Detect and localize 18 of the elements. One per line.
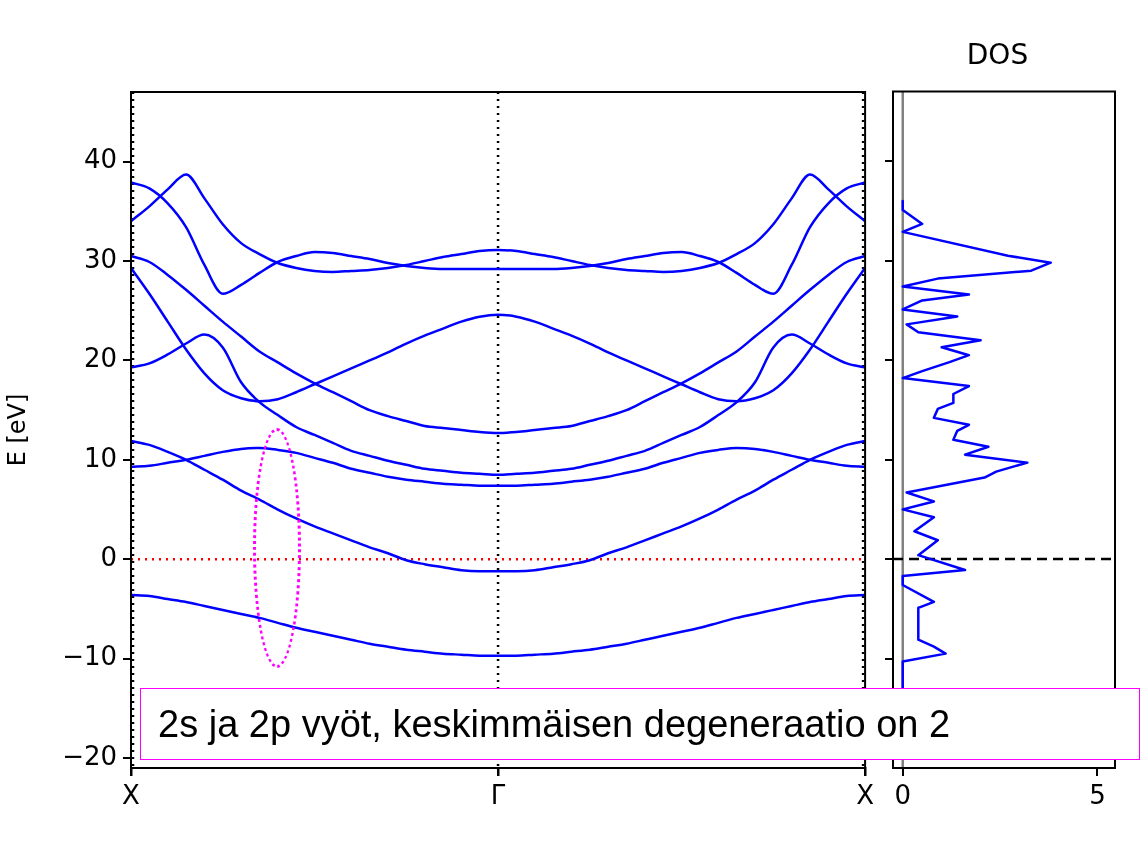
line-series xyxy=(129,254,867,435)
line-series xyxy=(129,439,867,573)
chart-title: DOS xyxy=(966,38,1029,72)
x-tick-label: 5 xyxy=(1089,780,1106,811)
y-tick-label: 10 xyxy=(83,442,117,473)
y-tick-label: 30 xyxy=(83,243,117,274)
y-tick-label: 20 xyxy=(83,343,117,374)
x-tick-label: X xyxy=(856,780,874,811)
y-axis-title: E [eV] xyxy=(2,393,31,467)
y-tick-label: 0 xyxy=(100,541,117,572)
x-tick-label: 0 xyxy=(894,780,912,811)
y-tick-label: −20 xyxy=(62,740,117,771)
y-tick-label: 40 xyxy=(83,144,117,175)
y-tick-label: −10 xyxy=(62,641,117,672)
line-series xyxy=(129,593,867,657)
x-tick-label: Γ xyxy=(490,780,506,811)
annotation: 2s ja 2p vyöt, keskimmäisen degeneraatio on 2 xyxy=(158,702,951,747)
x-tick-label: X xyxy=(122,780,140,811)
